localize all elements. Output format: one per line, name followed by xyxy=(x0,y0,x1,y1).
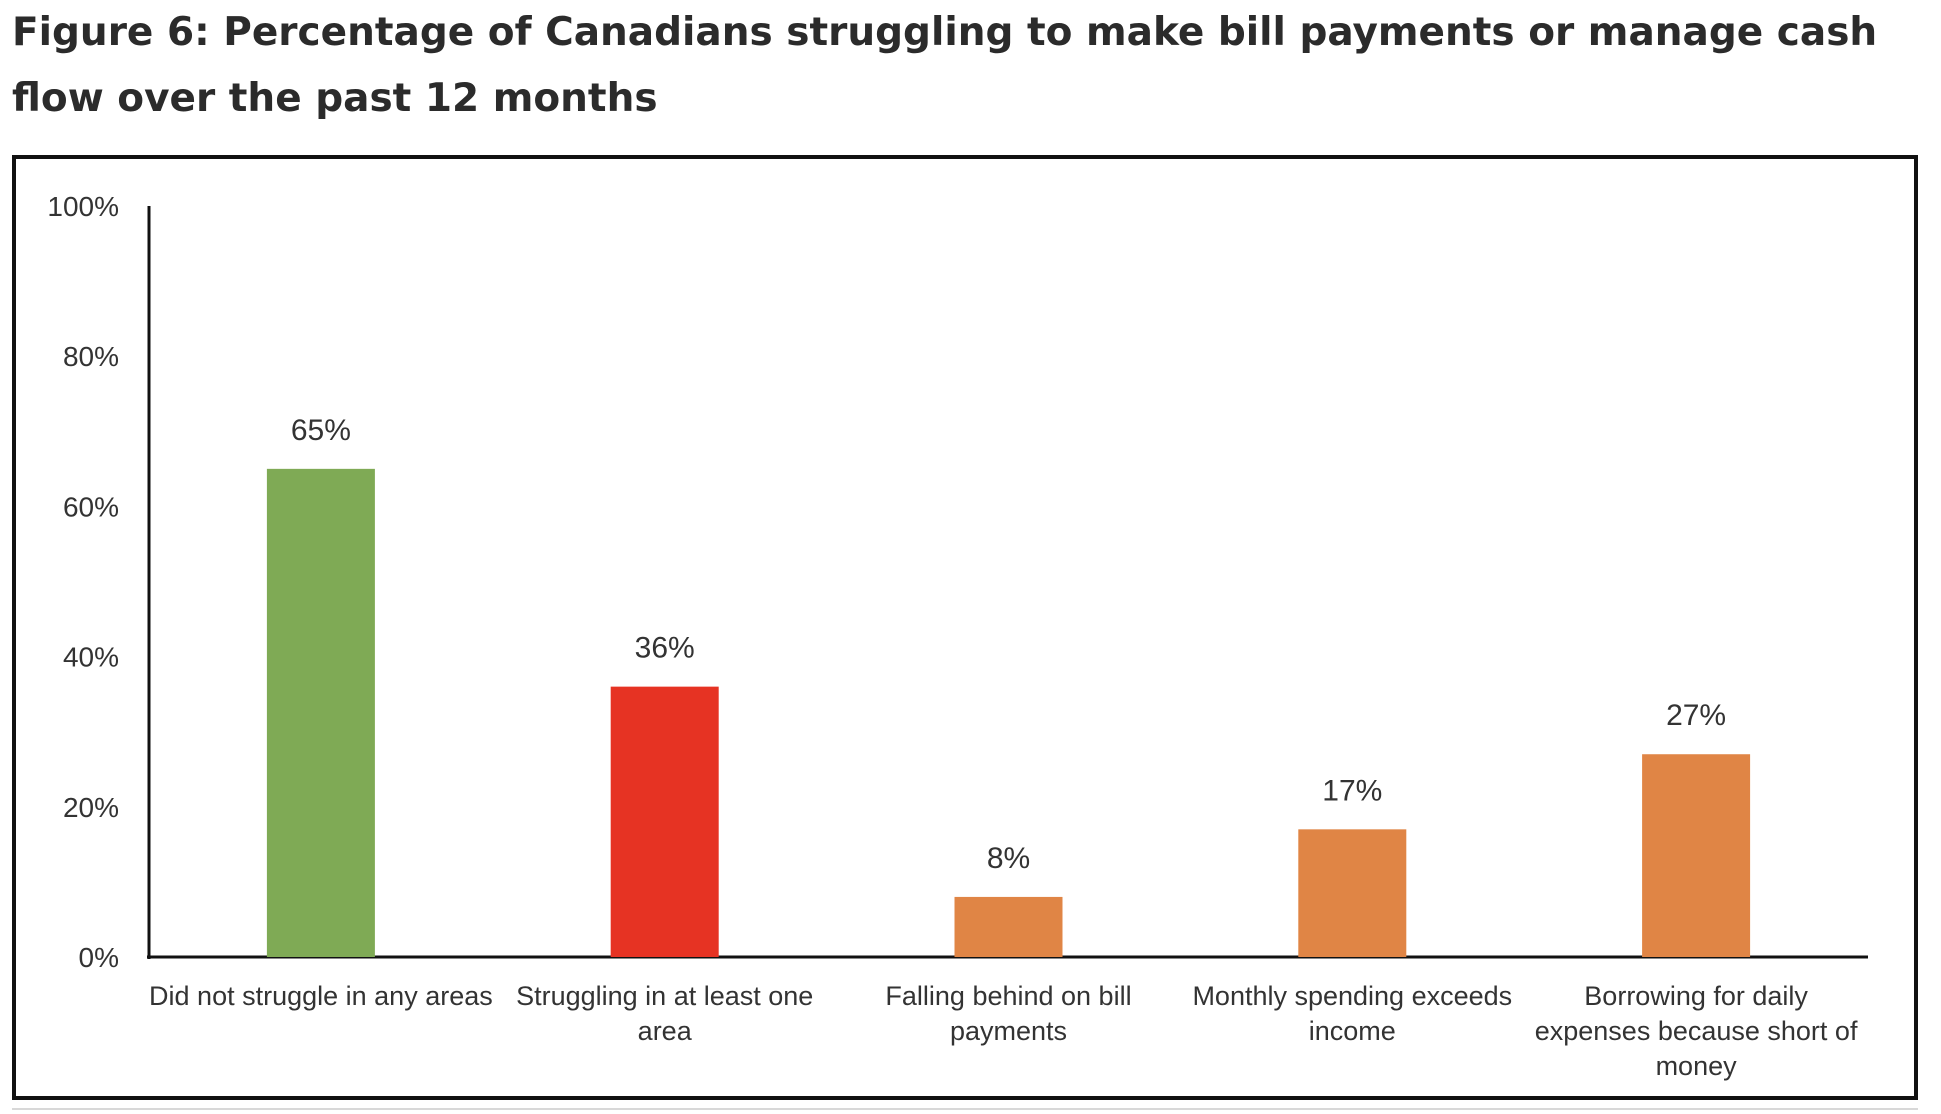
page-divider xyxy=(12,1108,1918,1110)
data-label: 36% xyxy=(635,632,695,665)
category-label: Falling behind on bill payments xyxy=(885,981,1131,1046)
chart-frame: 0% 20% 40% 60% 80% 100% 65% 36% 8% 17% 27% Did no… xyxy=(12,155,1918,1100)
data-label: 17% xyxy=(1322,774,1382,807)
category-label: Struggling in at least one area xyxy=(516,981,813,1046)
data-label: 8% xyxy=(987,842,1030,875)
bar-chart: 0% 20% 40% 60% 80% 100% 65% 36% 8% 17% 27% Did no… xyxy=(47,191,1868,1081)
y-tick-label: 0% xyxy=(79,942,119,973)
category-label: Monthly spending exceeds income xyxy=(1192,981,1512,1046)
category-label: Borrowing for daily expenses because shor… xyxy=(1535,981,1858,1081)
y-tick-label: 80% xyxy=(63,341,119,372)
category-labels: Did not struggle in any areas Struggling … xyxy=(149,981,1858,1081)
bar xyxy=(954,896,1063,957)
bar xyxy=(610,686,719,957)
y-axis-ticks: 0% 20% 40% 60% 80% 100% xyxy=(47,191,119,973)
y-tick-label: 100% xyxy=(47,191,119,222)
figure-title: Figure 6: Percentage of Canadians strugg… xyxy=(12,10,1878,121)
data-labels: 65% 36% 8% 17% 27% xyxy=(291,414,1726,875)
data-label: 65% xyxy=(291,414,351,447)
bar xyxy=(266,468,375,957)
y-tick-label: 60% xyxy=(63,491,119,522)
y-tick-label: 20% xyxy=(63,792,119,823)
bar xyxy=(1298,829,1407,957)
bar xyxy=(1642,754,1751,957)
category-label: Did not struggle in any areas xyxy=(149,981,493,1011)
y-tick-label: 40% xyxy=(63,642,119,673)
bars xyxy=(266,468,1751,957)
data-label: 27% xyxy=(1666,699,1726,732)
